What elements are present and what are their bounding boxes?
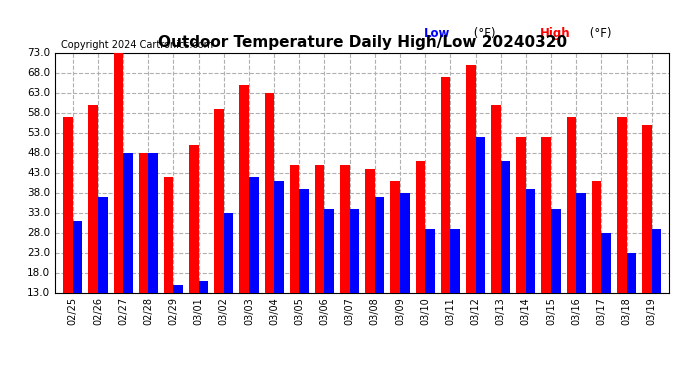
Bar <box>249 177 259 345</box>
Bar <box>148 153 158 345</box>
Bar <box>501 160 510 345</box>
Bar <box>340 165 350 345</box>
Bar <box>299 189 309 345</box>
Bar <box>315 165 324 345</box>
Bar <box>264 93 274 345</box>
Bar <box>415 160 425 345</box>
Bar <box>642 124 651 345</box>
Bar <box>365 168 375 345</box>
Text: (°F): (°F) <box>470 27 495 40</box>
Bar <box>466 64 475 345</box>
Bar <box>350 209 359 345</box>
Bar <box>189 144 199 345</box>
Bar <box>139 153 148 345</box>
Bar <box>516 136 526 345</box>
Bar <box>215 108 224 345</box>
Bar <box>224 213 233 345</box>
Bar <box>199 280 208 345</box>
Bar <box>324 209 334 345</box>
Bar <box>88 105 98 345</box>
Bar <box>123 153 132 345</box>
Bar <box>98 196 108 345</box>
Bar <box>542 136 551 345</box>
Bar <box>290 165 299 345</box>
Bar <box>425 228 435 345</box>
Title: Outdoor Temperature Daily High/Low 20240320: Outdoor Temperature Daily High/Low 20240… <box>158 35 566 50</box>
Bar <box>566 117 576 345</box>
Bar <box>617 117 627 345</box>
Bar <box>627 252 636 345</box>
Bar <box>551 209 560 345</box>
Bar <box>173 285 183 345</box>
Bar <box>73 220 82 345</box>
Bar <box>491 105 501 345</box>
Text: High: High <box>540 27 571 40</box>
Bar <box>274 180 284 345</box>
Bar <box>114 53 123 345</box>
Bar <box>239 84 249 345</box>
Bar <box>602 232 611 345</box>
Text: Low: Low <box>424 27 450 40</box>
Bar <box>400 192 410 345</box>
Bar <box>63 117 73 345</box>
Bar <box>391 180 400 345</box>
Bar <box>441 76 451 345</box>
Bar <box>451 228 460 345</box>
Bar <box>592 180 602 345</box>
Bar <box>475 136 485 345</box>
Bar <box>164 177 173 345</box>
Bar <box>576 192 586 345</box>
Bar <box>375 196 384 345</box>
Text: Copyright 2024 Cartronics.com: Copyright 2024 Cartronics.com <box>61 40 213 50</box>
Bar <box>651 228 661 345</box>
Text: (°F): (°F) <box>586 27 612 40</box>
Bar <box>526 189 535 345</box>
